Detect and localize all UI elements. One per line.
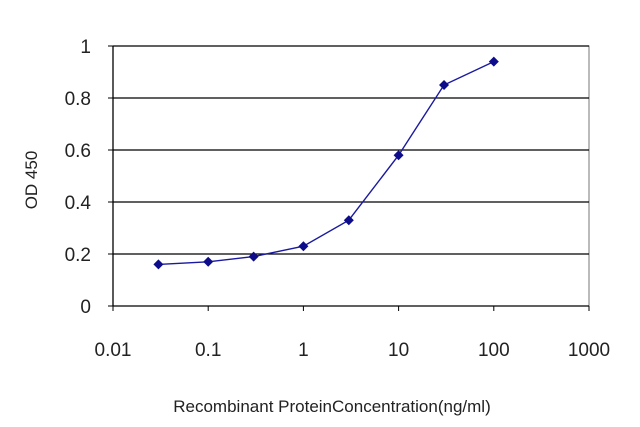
x-tick-label: 1000 — [568, 340, 610, 361]
plot-area — [112, 45, 590, 307]
x-axis-title: Recombinant ProteinConcentration(ng/ml) — [173, 397, 491, 416]
series-line — [158, 60, 495, 266]
series-layer — [153, 56, 499, 270]
data-point-marker — [393, 150, 404, 161]
y-tick-label: 1 — [80, 37, 91, 58]
x-tick-label: 10 — [388, 340, 409, 361]
data-point-marker — [343, 215, 354, 226]
data-point-marker — [203, 256, 214, 267]
x-tick-label: 1 — [298, 340, 309, 361]
x-tick-label: 0.01 — [95, 340, 132, 361]
data-point-marker — [298, 241, 309, 252]
y-axis-title: OD 450 — [22, 151, 41, 210]
x-tick-label: 0.1 — [195, 340, 221, 361]
y-tick-label: 0.4 — [65, 193, 92, 214]
y-tick-label: 0.6 — [65, 141, 91, 162]
data-point-marker — [153, 259, 164, 270]
y-tick-label: 0.8 — [65, 89, 91, 110]
data-point-marker — [488, 56, 499, 67]
y-tick-label: 0 — [80, 297, 91, 318]
y-tick-label: 0.2 — [65, 245, 91, 266]
y-axis-ticks: 0 0.2 0.4 0.6 0.8 1 — [65, 37, 113, 318]
x-tick-label: 100 — [478, 340, 510, 361]
data-point-marker — [439, 80, 450, 90]
plot-background — [112, 45, 590, 307]
data-point-marker — [248, 251, 259, 262]
x-axis-ticks: 0.01 0.1 1 10 100 1000 — [95, 306, 610, 361]
